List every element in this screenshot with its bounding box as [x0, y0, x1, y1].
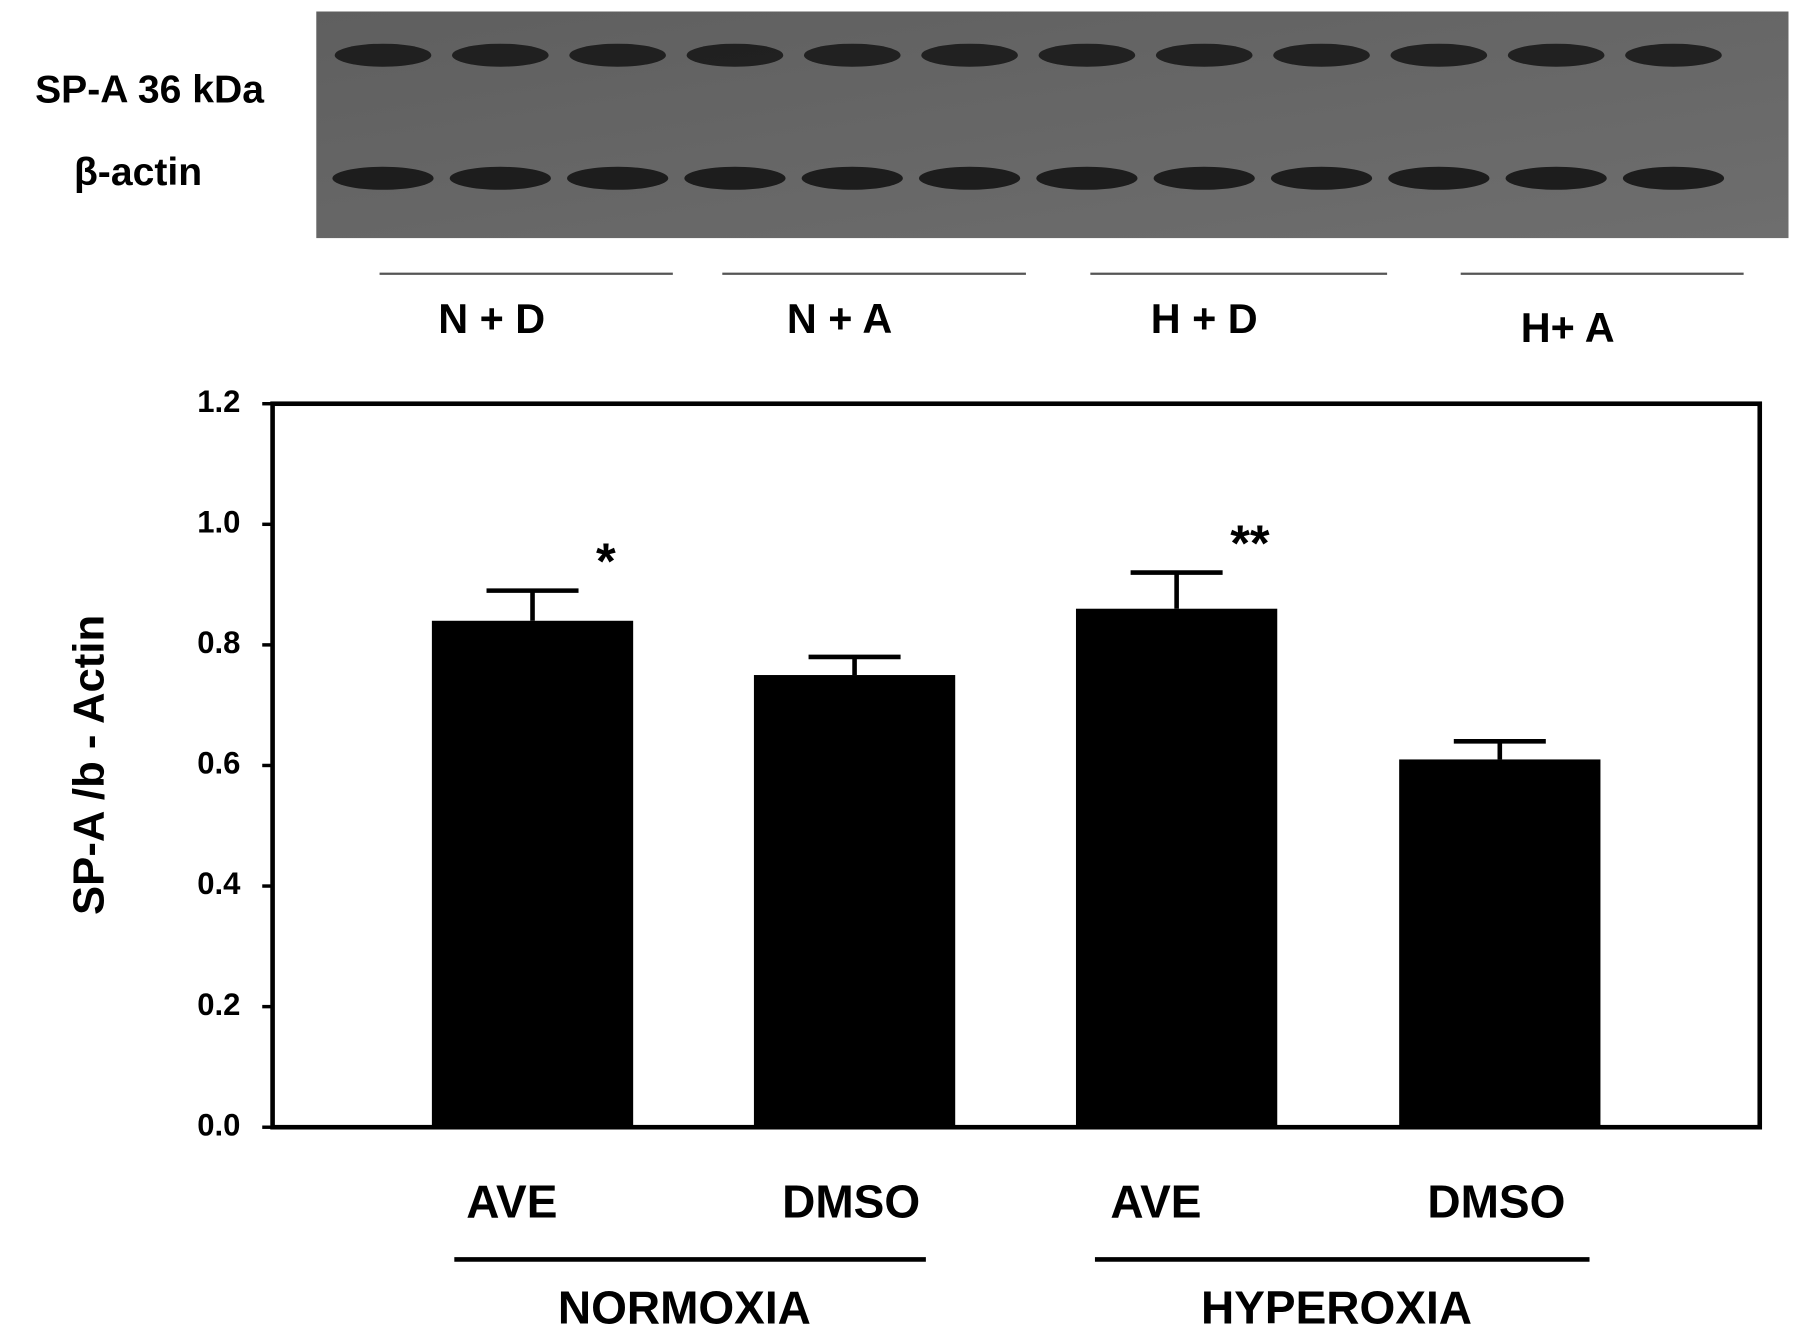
y-axis-label: SP-A /b - Actin — [65, 615, 114, 915]
band — [1153, 166, 1255, 190]
significance: ** — [1228, 515, 1270, 572]
lane-label: H+ A — [1521, 305, 1615, 351]
blot-label: β-actin — [74, 151, 202, 194]
band — [686, 43, 784, 67]
bar — [1399, 759, 1601, 1128]
band — [1622, 166, 1725, 190]
group-label: HYPEROXIA — [1201, 1281, 1472, 1333]
band — [918, 166, 1021, 190]
bar — [753, 675, 956, 1128]
band — [1036, 166, 1138, 190]
bar — [1075, 608, 1278, 1128]
band — [1038, 43, 1136, 67]
band — [1505, 166, 1607, 190]
y-tick-label: 0.4 — [197, 866, 241, 901]
band — [1388, 166, 1490, 190]
band — [1507, 43, 1605, 67]
y-tick-label: 1.2 — [197, 384, 240, 419]
y-tick-label: 0.0 — [197, 1107, 240, 1142]
band — [921, 43, 1018, 67]
y-tick-label: 0.6 — [197, 746, 240, 781]
y-tick-label: 0.2 — [197, 987, 240, 1022]
x-tick-label: AVE — [466, 1176, 557, 1228]
band — [334, 43, 432, 67]
band — [801, 166, 903, 190]
y-tick-label: 0.8 — [197, 625, 240, 660]
band — [1390, 43, 1488, 67]
bar — [431, 620, 634, 1128]
blot-label: SP-A 36 kDa — [35, 68, 264, 111]
x-tick-label: DMSO — [1427, 1176, 1565, 1228]
group-label: NORMOXIA — [558, 1281, 811, 1333]
significance: * — [594, 533, 616, 590]
band — [332, 166, 434, 190]
band — [684, 166, 786, 190]
lane-label: N + D — [438, 296, 545, 342]
band — [1270, 166, 1373, 190]
blot-bands — [332, 43, 1725, 190]
band — [569, 43, 666, 67]
band — [803, 43, 901, 67]
lane-label: N + A — [787, 296, 892, 342]
x-tick-label: DMSO — [782, 1176, 920, 1228]
band — [567, 166, 669, 190]
band — [1273, 43, 1370, 67]
band — [449, 166, 551, 190]
band — [1625, 43, 1722, 67]
x-tick-label: AVE — [1110, 1176, 1201, 1228]
y-tick-label: 1.0 — [197, 505, 240, 540]
band — [1155, 43, 1253, 67]
lane-label: H + D — [1151, 296, 1258, 342]
band — [452, 43, 549, 67]
